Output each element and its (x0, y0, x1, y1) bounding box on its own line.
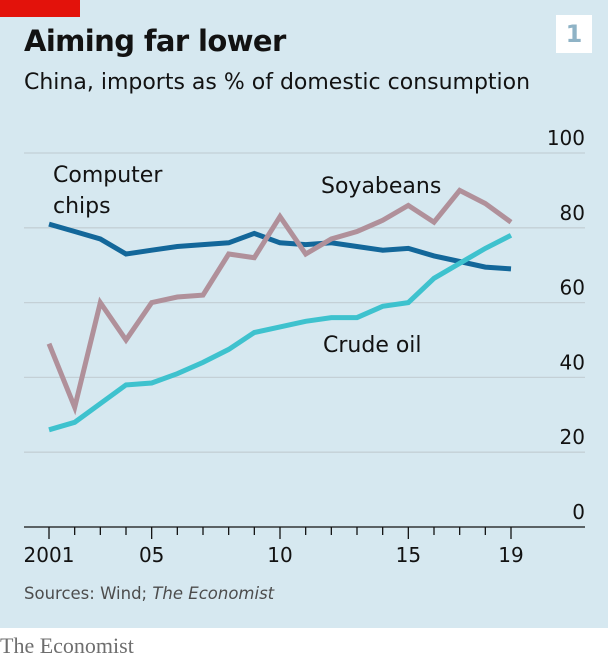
data-point-soyabeans-2018 (483, 201, 488, 206)
series-label-soyabeans: Soyabeans (321, 174, 441, 199)
data-point-computer-chips-2007 (201, 242, 206, 247)
data-point-computer-chips-2001 (47, 222, 52, 227)
data-point-crude-oil-2017 (457, 261, 462, 266)
source-note: Sources: Wind; The Economist (24, 584, 274, 603)
data-point-crude-oil-2012 (329, 315, 334, 320)
data-point-soyabeans-2004 (124, 338, 129, 343)
y-tick-label-20: 20 (560, 425, 585, 449)
x-tick-label-2010: 10 (267, 543, 292, 567)
y-tick-label-60: 60 (560, 276, 585, 300)
data-point-computer-chips-2018 (483, 265, 488, 270)
series-label-soyabeans-line-0: Soyabeans (321, 174, 441, 199)
y-tick-label-0: 0 (572, 500, 585, 524)
data-point-crude-oil-2011 (303, 319, 308, 324)
source-publication: The Economist (152, 584, 275, 603)
data-point-computer-chips-2011 (303, 242, 308, 247)
data-point-crude-oil-2003 (98, 401, 103, 406)
line-chart: 0 20 40 60 80 100 2001 05 10 15 19 Computer chips Soy… (24, 126, 585, 567)
data-point-soyabeans-2008 (226, 251, 231, 256)
data-point-soyabeans-2017 (457, 188, 462, 193)
series-line-soyabeans (46, 187, 513, 416)
data-point-soyabeans-2006 (175, 294, 180, 299)
data-point-soyabeans-2015 (406, 203, 411, 208)
data-point-soyabeans-2013 (355, 229, 360, 234)
data-point-soyabeans-2019 (509, 220, 514, 225)
data-point-computer-chips-2008 (226, 240, 231, 245)
data-point-computer-chips-2002 (72, 229, 77, 234)
data-point-crude-oil-2007 (201, 360, 206, 365)
data-point-computer-chips-2004 (124, 251, 129, 256)
data-point-crude-oil-2008 (226, 347, 231, 352)
data-point-computer-chips-2003 (98, 237, 103, 242)
source-prefix: Sources: Wind; (24, 584, 153, 603)
data-point-soyabeans-2010 (278, 214, 283, 219)
data-point-soyabeans-2011 (303, 251, 308, 256)
data-point-crude-oil-2010 (278, 324, 283, 329)
series-line-computer-chips (48, 221, 512, 272)
y-tick-label-80: 80 (560, 201, 585, 225)
data-point-computer-chips-2009 (252, 231, 257, 236)
x-tick-label-2001: 2001 (24, 543, 75, 567)
data-point-computer-chips-2006 (175, 244, 180, 249)
data-point-computer-chips-2015 (406, 246, 411, 251)
x-tick-label-2005: 05 (139, 543, 164, 567)
data-point-soyabeans-2012 (329, 237, 334, 242)
data-point-soyabeans-2014 (380, 218, 385, 223)
series-label-crude-oil-line-0: Crude oil (323, 333, 422, 358)
data-point-computer-chips-2013 (355, 244, 360, 249)
data-point-soyabeans-2016 (432, 220, 437, 225)
data-point-soyabeans-2009 (252, 255, 257, 260)
data-point-soyabeans-2001 (47, 341, 52, 346)
data-point-computer-chips-2016 (432, 253, 437, 258)
chart-subtitle: China, imports as % of domestic consumpt… (24, 70, 531, 95)
y-tick-label-40: 40 (560, 350, 585, 374)
data-point-soyabeans-2003 (98, 300, 103, 305)
x-tick-label-2015: 15 (396, 543, 421, 567)
chart-panel (0, 0, 608, 628)
data-point-computer-chips-2005 (149, 248, 154, 253)
data-point-crude-oil-2002 (72, 420, 77, 425)
brand-red-tag (0, 0, 80, 17)
data-point-crude-oil-2019 (509, 233, 514, 238)
economist-logo: The Economist (0, 633, 134, 658)
data-point-crude-oil-2013 (355, 315, 360, 320)
data-point-soyabeans-2005 (149, 300, 154, 305)
data-point-crude-oil-2005 (149, 381, 154, 386)
data-point-crude-oil-2009 (252, 330, 257, 335)
y-tick-label-100: 100 (547, 126, 585, 150)
chart-title: Aiming far lower (24, 24, 286, 58)
data-point-computer-chips-2014 (380, 248, 385, 253)
data-point-crude-oil-2006 (175, 371, 180, 376)
data-point-crude-oil-2015 (406, 300, 411, 305)
series-label-crude-oil: Crude oil (323, 333, 422, 358)
series-line-crude-oil (48, 233, 513, 433)
data-point-crude-oil-2016 (432, 276, 437, 281)
chart-number-badge: 1 (556, 15, 592, 53)
x-tick-label-2019: 19 (498, 543, 523, 567)
data-point-soyabeans-2007 (201, 293, 206, 298)
data-point-crude-oil-2004 (124, 382, 129, 387)
data-point-computer-chips-2019 (509, 266, 514, 271)
series-label-computer-chips-line-1: chips (53, 194, 111, 219)
data-point-soyabeans-2002 (72, 405, 77, 410)
data-point-crude-oil-2001 (47, 427, 52, 432)
series-label-computer-chips: Computer chips (53, 163, 163, 219)
data-point-crude-oil-2014 (380, 304, 385, 309)
data-point-crude-oil-2018 (483, 246, 488, 251)
series-label-computer-chips-line-0: Computer (53, 163, 163, 188)
data-point-computer-chips-2010 (278, 240, 283, 245)
